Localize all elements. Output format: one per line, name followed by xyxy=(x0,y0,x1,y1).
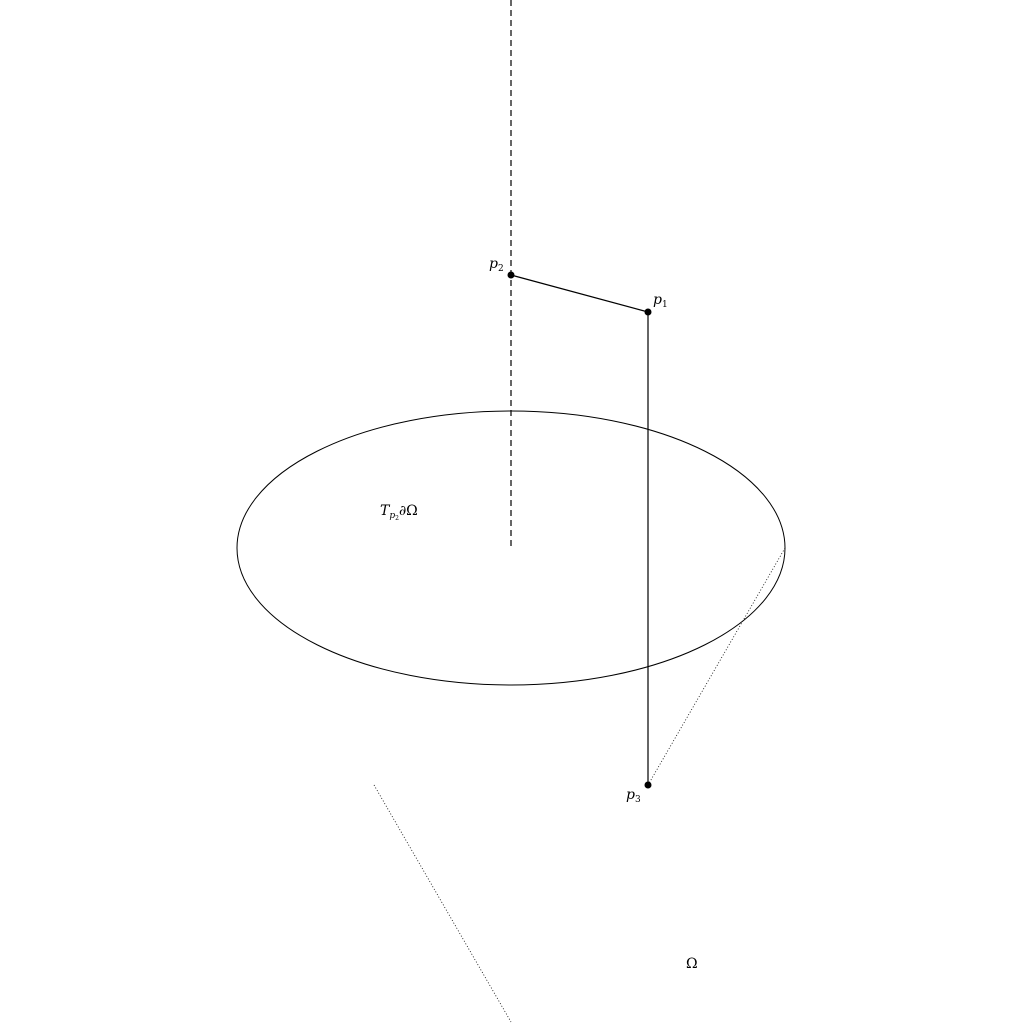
label-tangent-plane: Tp2∂Ω xyxy=(380,503,418,522)
label-p3: p3 xyxy=(626,787,641,805)
point-p3 xyxy=(644,781,652,789)
label-omega: Ω xyxy=(686,956,698,972)
point-p1 xyxy=(644,308,652,316)
dotted-line-right xyxy=(647,547,786,786)
label-p1: p1 xyxy=(653,292,668,310)
label-p2: p2 xyxy=(489,256,504,274)
segment-p2-p1 xyxy=(510,274,649,313)
point-p2 xyxy=(507,271,515,279)
dotted-line-left xyxy=(373,784,512,1023)
